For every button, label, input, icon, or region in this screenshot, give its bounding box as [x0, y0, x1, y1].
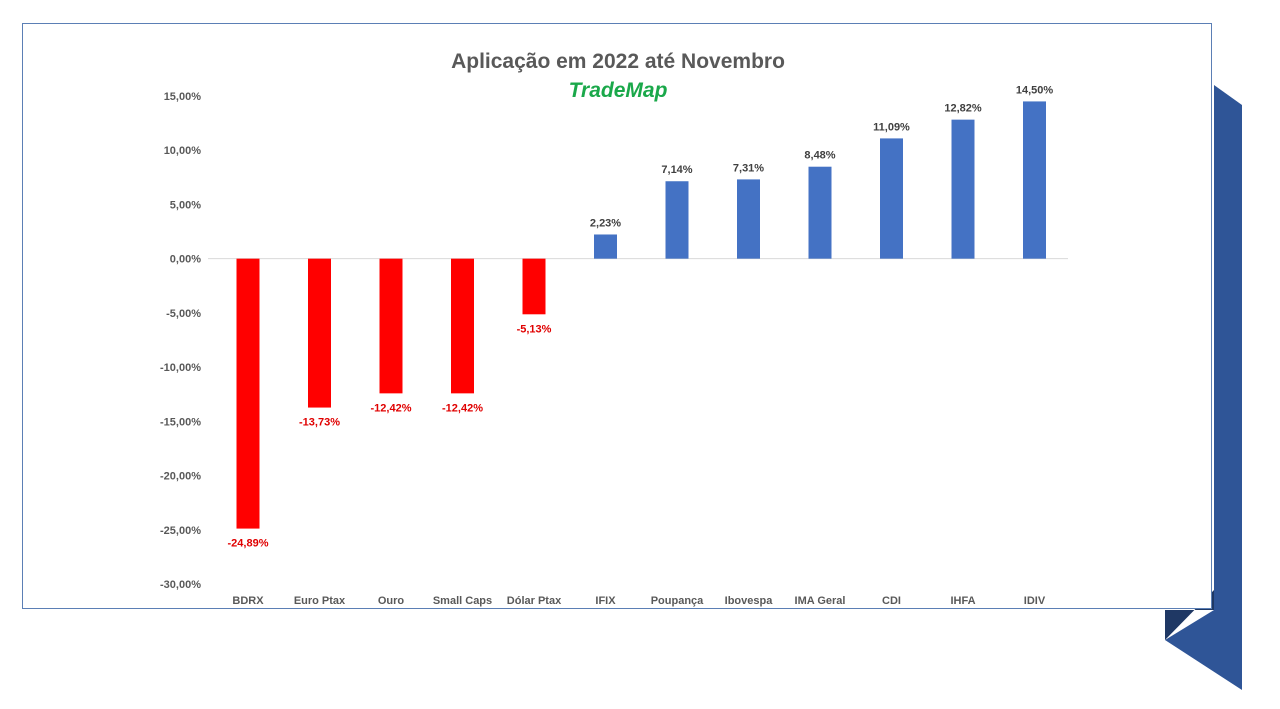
- y-tick-label: 15,00%: [164, 91, 202, 103]
- x-tick-label: IHFA: [950, 595, 975, 607]
- data-label: 8,48%: [804, 150, 835, 162]
- y-tick-label: 0,00%: [170, 254, 201, 266]
- data-label: 11,09%: [873, 121, 910, 133]
- x-tick-label: Dólar Ptax: [507, 595, 562, 607]
- data-label: -12,42%: [442, 402, 483, 414]
- data-label: 7,31%: [733, 162, 764, 174]
- y-tick-label: -10,00%: [160, 362, 201, 374]
- bar: [737, 179, 760, 259]
- bar: [665, 181, 689, 259]
- bar-plot: 15,00% 10,00% 5,00% 0,00% -5,00% -10,00% -15,0…: [160, 84, 1068, 607]
- x-tick-label: Small Caps: [433, 595, 492, 607]
- data-label: -24,89%: [228, 538, 269, 550]
- bar: [594, 234, 617, 259]
- y-tick-label: -5,00%: [166, 308, 201, 320]
- chart-title: Aplicação em 2022 até Novembro: [451, 50, 785, 73]
- bar: [880, 138, 903, 259]
- data-label: -13,73%: [299, 417, 340, 429]
- y-tick-label: -20,00%: [160, 471, 201, 483]
- y-tick-label: 5,00%: [170, 199, 201, 211]
- bar: [451, 258, 474, 394]
- y-tick-label: -25,00%: [160, 525, 201, 537]
- data-label: 7,14%: [661, 164, 692, 176]
- data-label: 14,50%: [1016, 84, 1054, 96]
- x-tick-label: IFIX: [595, 595, 616, 607]
- x-tick-label: CDI: [882, 595, 901, 607]
- x-tick-label: Ouro: [378, 595, 405, 607]
- bar: [951, 119, 975, 259]
- ribbon-band: [1165, 85, 1242, 690]
- data-label: -12,42%: [371, 402, 412, 414]
- bar: [522, 258, 546, 315]
- x-tick-label: BDRX: [232, 595, 264, 607]
- x-tick-label: IDIV: [1024, 595, 1046, 607]
- bar: [236, 258, 260, 529]
- x-tick-label: Poupança: [651, 595, 704, 607]
- y-tick-label: 10,00%: [164, 145, 202, 157]
- x-tick-label: Euro Ptax: [294, 595, 346, 607]
- chart-subtitle: TradeMap: [568, 79, 668, 102]
- y-tick-label: -15,00%: [160, 416, 201, 428]
- bar: [1023, 101, 1046, 259]
- bar: [308, 258, 331, 408]
- bar: [808, 166, 832, 259]
- x-tick-label: Ibovespa: [725, 595, 774, 607]
- x-tick-label: IMA Geral: [795, 595, 846, 607]
- bar: [379, 258, 403, 394]
- data-label: 2,23%: [590, 217, 621, 229]
- data-label: -5,13%: [517, 323, 552, 335]
- chart-area: Aplicação em 2022 até Novembro TradeMap …: [22, 23, 1212, 609]
- y-tick-label: -30,00%: [160, 579, 201, 591]
- data-label: 12,82%: [944, 103, 982, 115]
